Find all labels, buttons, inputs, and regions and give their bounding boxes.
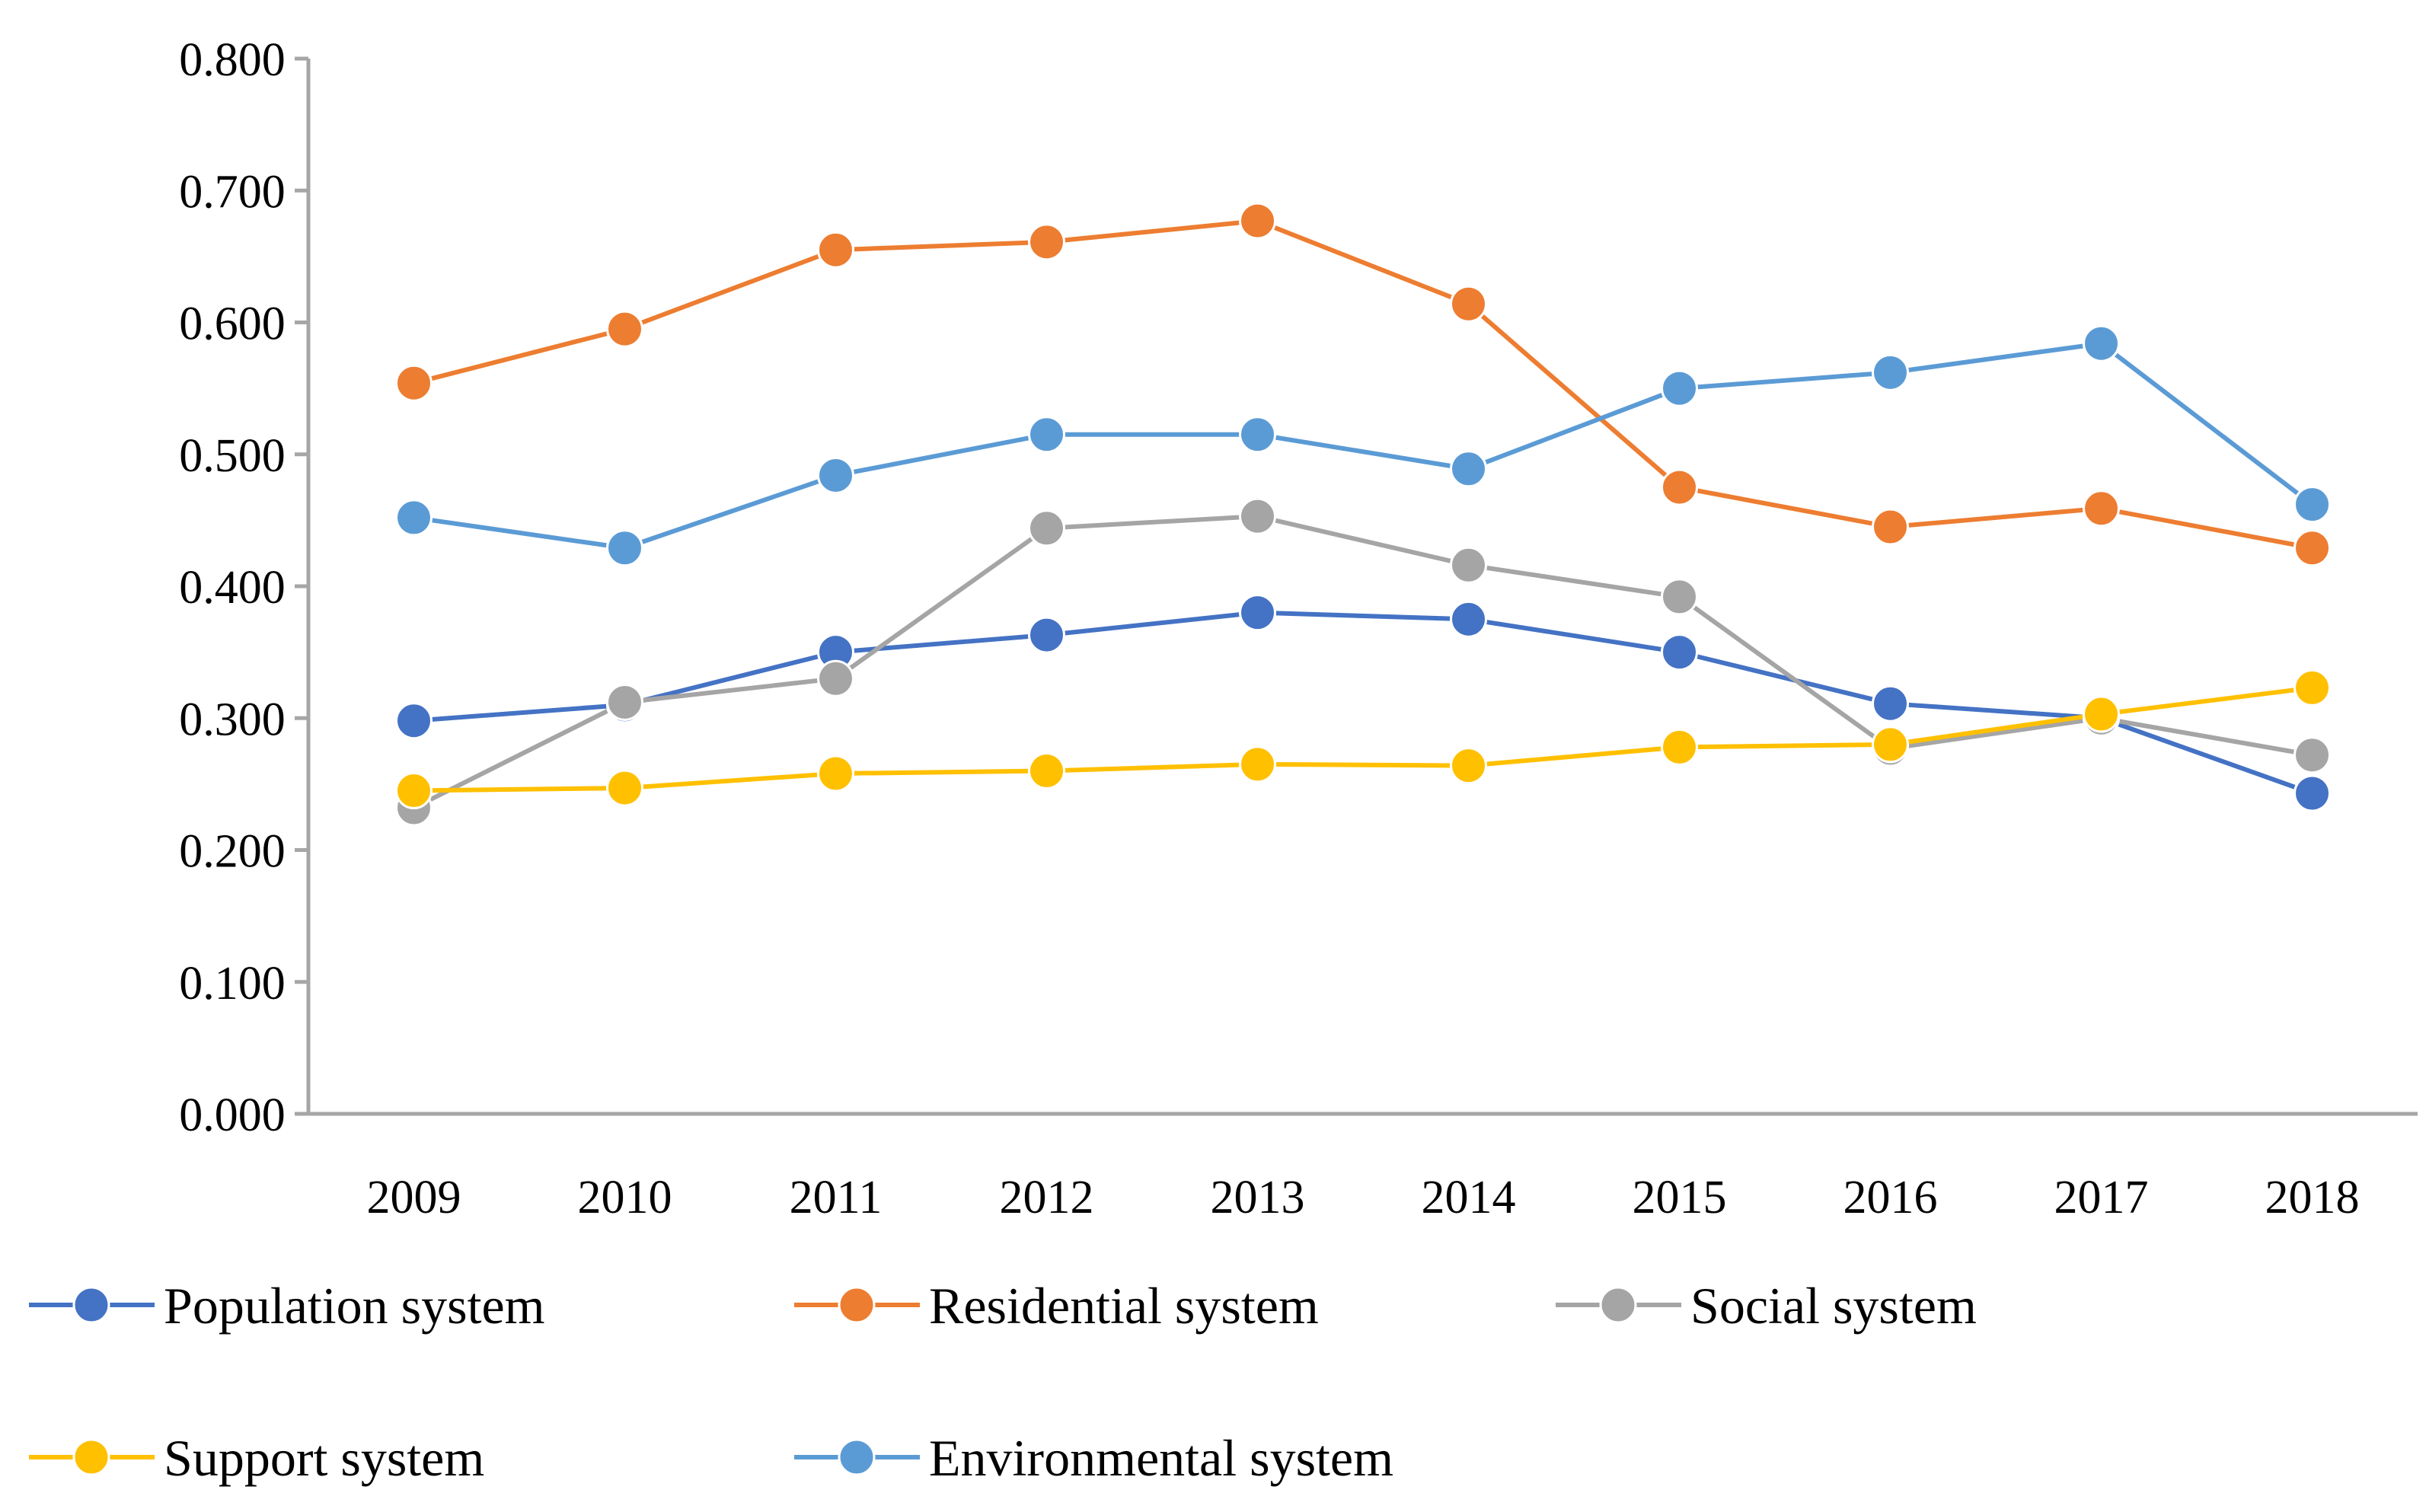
support-system-point — [1028, 752, 1065, 790]
environmental-system-point — [2083, 324, 2120, 362]
y-tick-label: 0.800 — [179, 34, 286, 86]
y-tick-label: 0.200 — [179, 826, 286, 878]
legend-label: Population system — [164, 1277, 545, 1335]
residential-system-line — [413, 219, 2313, 550]
social-system-point — [817, 659, 854, 697]
y-tick-label: 0.600 — [179, 298, 286, 350]
y-tick-label: 0.500 — [179, 430, 286, 482]
series-markers — [395, 202, 2331, 827]
x-tick-label: 2015 — [1633, 1172, 1727, 1223]
y-tick-label: 0.700 — [179, 166, 286, 218]
residential-system-point — [1239, 202, 1276, 240]
environmental-system-point — [1872, 353, 1909, 391]
support-system-point — [606, 769, 643, 807]
legend-marker — [72, 1286, 110, 1324]
support-system-line — [413, 685, 2313, 793]
residential-system-point — [606, 310, 643, 348]
y-tick-label: 0.000 — [179, 1089, 286, 1141]
environmental-system-point — [1661, 369, 1698, 407]
y-tick-label: 0.400 — [179, 562, 286, 614]
legend-label: Residential system — [929, 1277, 1319, 1335]
environmental-system-point — [606, 529, 643, 567]
support-system-point — [1872, 726, 1909, 764]
x-tick-label: 2011 — [790, 1172, 883, 1223]
residential-system-point — [1661, 468, 1698, 506]
residential-system-point — [1872, 508, 1909, 546]
support-system-point — [395, 772, 433, 810]
population-system-point — [1239, 594, 1276, 632]
environmental-system-point — [1028, 416, 1065, 454]
support-system-point — [2083, 695, 2120, 733]
support-system-point — [1239, 745, 1276, 783]
x-tick-label: 2016 — [1843, 1172, 1938, 1223]
legend-marker — [1599, 1286, 1637, 1324]
social-system-point — [606, 683, 643, 721]
x-tick-label: 2009 — [367, 1172, 461, 1223]
support-system-point — [2294, 668, 2331, 707]
social-system-point — [1450, 546, 1487, 584]
social-system-point — [1661, 578, 1698, 616]
legend-marker — [838, 1286, 876, 1324]
residential-system-point — [1028, 223, 1065, 261]
legend-item-social-system: Social system — [1556, 1277, 1977, 1335]
y-axis-ticks: 0.000 0.100 0.200 0.300 0.400 0.500 0.600 0.700… — [179, 34, 308, 1141]
population-system-line — [413, 610, 2313, 796]
support-system-point — [817, 754, 854, 793]
residential-system-point — [817, 231, 854, 269]
y-tick-label: 0.100 — [179, 958, 286, 1010]
legend-label: Environmental system — [929, 1429, 1393, 1487]
legend-item-residential-system: Residential system — [794, 1277, 1319, 1335]
x-tick-label: 2018 — [2265, 1172, 2360, 1223]
social-system-point — [1239, 497, 1276, 535]
population-system-point — [1028, 616, 1065, 654]
legend-label: Social system — [1690, 1277, 1977, 1335]
legend-marker — [72, 1438, 110, 1476]
x-tick-label: 2012 — [1000, 1172, 1094, 1223]
legend: Population system Residential system Socia… — [29, 1277, 1977, 1487]
residential-system-point — [1450, 285, 1487, 323]
y-tick-label: 0.300 — [179, 694, 286, 745]
legend-item-population-system: Population system — [29, 1277, 545, 1335]
population-system-point — [395, 702, 433, 740]
population-system-point — [1872, 684, 1909, 723]
support-system-point — [1661, 728, 1698, 766]
x-tick-label: 2014 — [1422, 1172, 1516, 1223]
environmental-system-point — [817, 456, 854, 494]
social-system-point — [2294, 736, 2331, 774]
residential-system-point — [2294, 529, 2331, 567]
social-system-line — [413, 514, 2313, 810]
x-tick-label: 2010 — [578, 1172, 672, 1223]
legend-label: Support system — [164, 1429, 484, 1487]
x-tick-label: 2013 — [1211, 1172, 1305, 1223]
legend-marker — [838, 1438, 876, 1476]
environmental-system-point — [2294, 486, 2331, 524]
series-lines — [413, 219, 2314, 810]
social-system-point — [1028, 509, 1065, 547]
support-system-point — [1450, 747, 1487, 785]
environmental-system-point — [395, 499, 433, 537]
residential-system-point — [395, 364, 433, 402]
legend-item-environmental-system: Environmental system — [794, 1429, 1393, 1487]
environmental-system-point — [1239, 416, 1276, 454]
environmental-system-line — [413, 341, 2314, 550]
residential-system-point — [2083, 490, 2120, 528]
axes — [306, 59, 2418, 1116]
population-system-point — [1661, 633, 1698, 671]
x-axis-labels: 2009 2010 2011 2012 2013 2014 2015 2016 2017 2018 — [367, 1172, 2360, 1223]
population-system-point — [2294, 774, 2331, 812]
legend-item-support-system: Support system — [29, 1429, 484, 1487]
population-system-point — [1450, 600, 1487, 638]
environmental-system-point — [1450, 450, 1487, 488]
x-tick-label: 2017 — [2054, 1172, 2149, 1223]
